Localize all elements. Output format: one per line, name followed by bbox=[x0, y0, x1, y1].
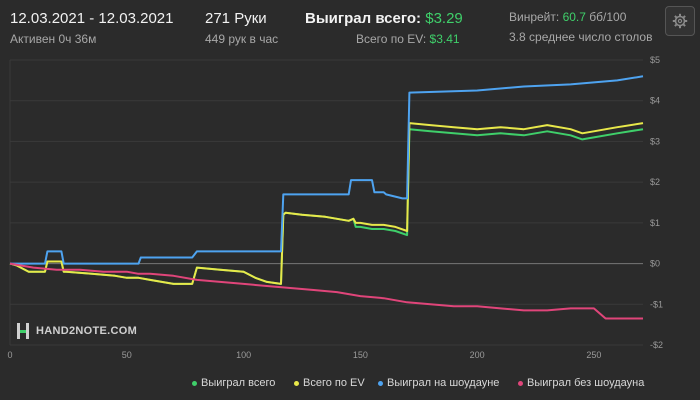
ev-value: $3.41 bbox=[429, 32, 460, 46]
legend-dot bbox=[192, 380, 197, 386]
y-tick-label: -$2 bbox=[650, 340, 663, 350]
legend-label: Выиграл всего bbox=[201, 377, 276, 389]
hand2note-logo: HAND2NOTE.COM bbox=[16, 322, 137, 340]
winrate-label: Винрейт: bbox=[509, 10, 560, 24]
legend-label: Выиграл на шоудауне bbox=[387, 377, 500, 389]
date-range: 12.03.2021 - 12.03.2021 bbox=[10, 10, 174, 27]
y-tick-label: $0 bbox=[650, 259, 660, 269]
x-tick-label: 100 bbox=[236, 350, 251, 360]
y-tick-label: $5 bbox=[650, 55, 660, 65]
series-line-0 bbox=[9, 128, 644, 285]
ev-total: Всего по EV: $3.41 bbox=[356, 32, 460, 46]
y-axis-ticks: $5 $4 $3 $2 $1 $0 -$1 -$2 bbox=[650, 55, 663, 350]
y-tick-label: $3 bbox=[650, 136, 660, 146]
y-tick-label: $2 bbox=[650, 177, 660, 187]
x-tick-label: 0 bbox=[7, 350, 12, 360]
hands-count: 271 Руки bbox=[205, 10, 267, 27]
hands-per-hour: 449 рук в час bbox=[205, 32, 279, 46]
legend-label: Выиграл без шоудауна bbox=[527, 377, 645, 389]
y-tick-label: $1 bbox=[650, 218, 660, 228]
legend-label: Всего по EV bbox=[303, 377, 365, 389]
x-tick-label: 250 bbox=[586, 350, 601, 360]
series-lines bbox=[9, 75, 644, 320]
winrate-unit: бб/100 bbox=[589, 10, 627, 24]
series-line-1 bbox=[9, 122, 644, 285]
y-tick-label: $4 bbox=[650, 96, 660, 106]
hand2note-logo-icon bbox=[17, 323, 29, 339]
x-tick-label: 50 bbox=[122, 350, 132, 360]
won-total: Выиграл всего: $3.29 bbox=[305, 10, 463, 27]
grid bbox=[9, 59, 643, 346]
y-tick-label: -$1 bbox=[650, 299, 663, 309]
legend-item-won[interactable]: Выиграл всего bbox=[192, 377, 275, 389]
active-time: Активен 0ч 36м bbox=[10, 32, 97, 46]
avg-tables: 3.8 среднее число столов bbox=[509, 30, 653, 44]
legend-dot bbox=[378, 380, 383, 386]
logo-text: HAND2NOTE.COM bbox=[36, 325, 138, 337]
won-label: Выиграл всего: bbox=[305, 10, 422, 27]
series-line-2 bbox=[10, 75, 644, 265]
legend-item-nonshowdown[interactable]: Выиграл без шоудауна bbox=[518, 377, 644, 389]
legend-dot bbox=[518, 380, 523, 386]
settings-button[interactable] bbox=[665, 6, 695, 36]
gear-icon bbox=[672, 13, 688, 29]
winrate: Винрейт: 60.7 бб/100 bbox=[509, 10, 626, 24]
series-line-3 bbox=[9, 262, 643, 320]
legend-item-ev[interactable]: Всего по EV bbox=[294, 377, 365, 389]
legend-dot bbox=[294, 380, 299, 386]
x-tick-label: 150 bbox=[353, 350, 368, 360]
legend-item-showdown[interactable]: Выиграл на шоудауне bbox=[378, 377, 499, 389]
won-value: $3.29 bbox=[425, 10, 463, 27]
x-axis-ticks: 0 50 100 150 200 250 bbox=[7, 350, 601, 360]
ev-label: Всего по EV: bbox=[356, 32, 427, 46]
x-tick-label: 200 bbox=[470, 350, 485, 360]
winrate-value: 60.7 bbox=[562, 10, 586, 24]
